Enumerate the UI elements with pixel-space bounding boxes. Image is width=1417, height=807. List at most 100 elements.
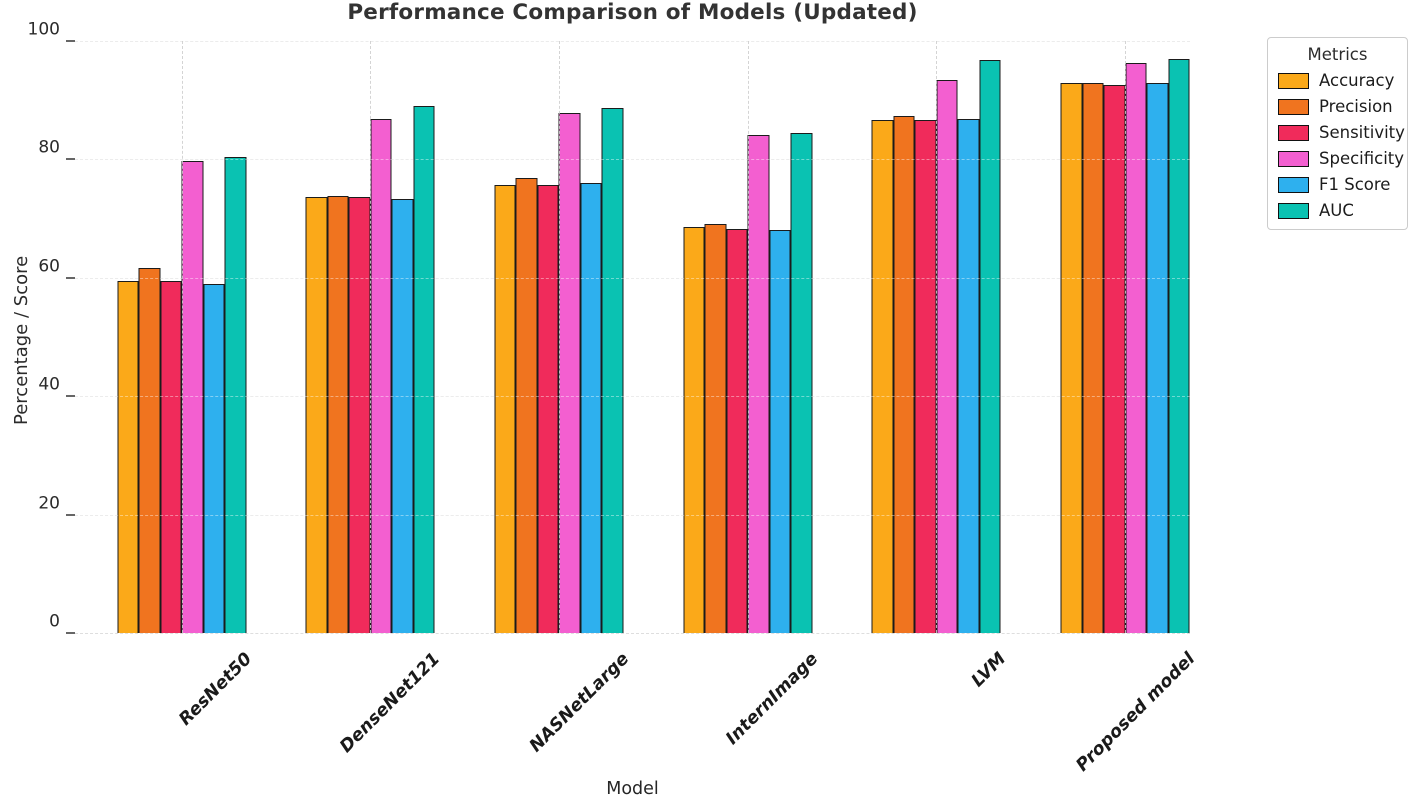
bar (203, 284, 225, 633)
y-tick-label: 40 (38, 374, 60, 395)
hgrid-overlay-line (75, 159, 1190, 161)
vgrid-line (370, 41, 372, 633)
legend-swatch (1278, 124, 1309, 141)
bar (580, 183, 602, 633)
x-tick-label-text: LVM (968, 649, 1011, 692)
bar (1082, 83, 1104, 633)
bar (160, 281, 182, 633)
bar (683, 227, 705, 633)
y-tick-mark (66, 395, 75, 398)
legend-row: AUC (1278, 201, 1397, 220)
bar (747, 134, 770, 633)
plot-area (75, 41, 1190, 634)
vgrid-line (181, 41, 183, 633)
y-tick-label: 80 (38, 138, 60, 159)
x-tick-label: NASNetLarge (526, 649, 751, 756)
bar-group (1060, 59, 1190, 633)
hgrid-line (75, 633, 1190, 634)
bar (1060, 83, 1082, 633)
hgrid-line (75, 159, 1190, 161)
bar (117, 280, 139, 633)
bar (391, 199, 414, 633)
bar (979, 59, 1001, 633)
legend-swatch (1278, 176, 1309, 193)
hgrid-line (75, 277, 1190, 279)
x-tick-label-text: Proposed model (1072, 649, 1200, 776)
bar (893, 115, 915, 633)
bar (494, 184, 516, 633)
legend-title: Metrics (1307, 45, 1368, 64)
bar (327, 195, 349, 633)
bar (515, 177, 538, 633)
x-axis-ticks: ResNet50 DenseNet121 NASNetLarge InternImag… (75, 633, 1199, 783)
y-tick-mark (66, 276, 75, 279)
y-tick-label: 100 (27, 19, 60, 40)
bar (790, 132, 813, 633)
hgrid-overlay-line (75, 514, 1190, 516)
hgrid-overlay-line (75, 41, 1190, 42)
x-tick-label: DenseNet121 (336, 649, 563, 757)
hgrid-line (75, 514, 1190, 516)
legend-row: Accuracy (1278, 71, 1397, 90)
vgrid-line (936, 41, 938, 633)
y-tick-mark (66, 632, 75, 634)
legend-swatch (1278, 98, 1309, 115)
bar (601, 107, 624, 633)
legend-row: Precision (1278, 97, 1397, 116)
x-tick-label-text: DenseNet121 (336, 649, 445, 757)
y-tick-mark (66, 40, 75, 42)
x-axis-title: Model (606, 779, 659, 799)
bar (957, 118, 980, 633)
hgrid-line (75, 41, 1190, 42)
x-tick-label: InternImage (722, 649, 929, 749)
bar (726, 228, 748, 633)
legend-row: F1 Score (1278, 175, 1397, 194)
x-tick-label: ResNet50 (175, 649, 336, 730)
legend-swatch (1278, 150, 1309, 167)
bar (138, 267, 160, 633)
legend-label: Specificity (1319, 149, 1405, 168)
chart-title: Performance Comparison of Models (Update… (347, 0, 918, 25)
bar (305, 196, 328, 633)
x-tick-label-text: ResNet50 (174, 649, 256, 730)
vgrid-line (747, 41, 749, 633)
bar (704, 223, 727, 633)
hgrid-line (75, 396, 1190, 398)
bar-group (117, 157, 246, 633)
bar (370, 119, 392, 633)
bar (1125, 62, 1147, 633)
vgrid-line (558, 41, 560, 633)
bar (914, 119, 937, 633)
bar (537, 185, 559, 633)
x-tick-label: LVM (968, 649, 1036, 691)
legend-label: Precision (1319, 97, 1393, 116)
bar-group (871, 59, 1001, 633)
hgrid-overlay-line (75, 396, 1190, 398)
legend-label: AUC (1319, 201, 1354, 220)
y-tick-label: 20 (38, 493, 60, 514)
bar (1146, 83, 1168, 633)
bar-group (494, 107, 624, 633)
y-axis-ticks: 0 20 40 60 80 100 (0, 20, 75, 634)
bar (224, 157, 246, 633)
bar (1103, 85, 1125, 633)
bar (936, 80, 958, 633)
bar (348, 196, 371, 633)
legend-label: Accuracy (1319, 71, 1395, 90)
legend-swatch (1278, 72, 1309, 89)
legend: Metrics Accuracy Precision Sensitivity Spec… (1267, 37, 1408, 230)
bar (558, 112, 581, 633)
vgrid-line (1125, 41, 1126, 633)
bar-group (305, 106, 435, 633)
y-tick-label: 60 (38, 256, 60, 277)
bar (1168, 59, 1190, 633)
bar (413, 106, 435, 633)
bar (769, 230, 791, 633)
legend-label: Sensitivity (1319, 123, 1405, 142)
y-tick-mark (66, 513, 75, 516)
x-tick-label: Proposed model (1073, 649, 1344, 776)
legend-label: F1 Score (1319, 175, 1391, 194)
bar (871, 119, 894, 633)
y-tick-label: 0 (49, 611, 60, 632)
